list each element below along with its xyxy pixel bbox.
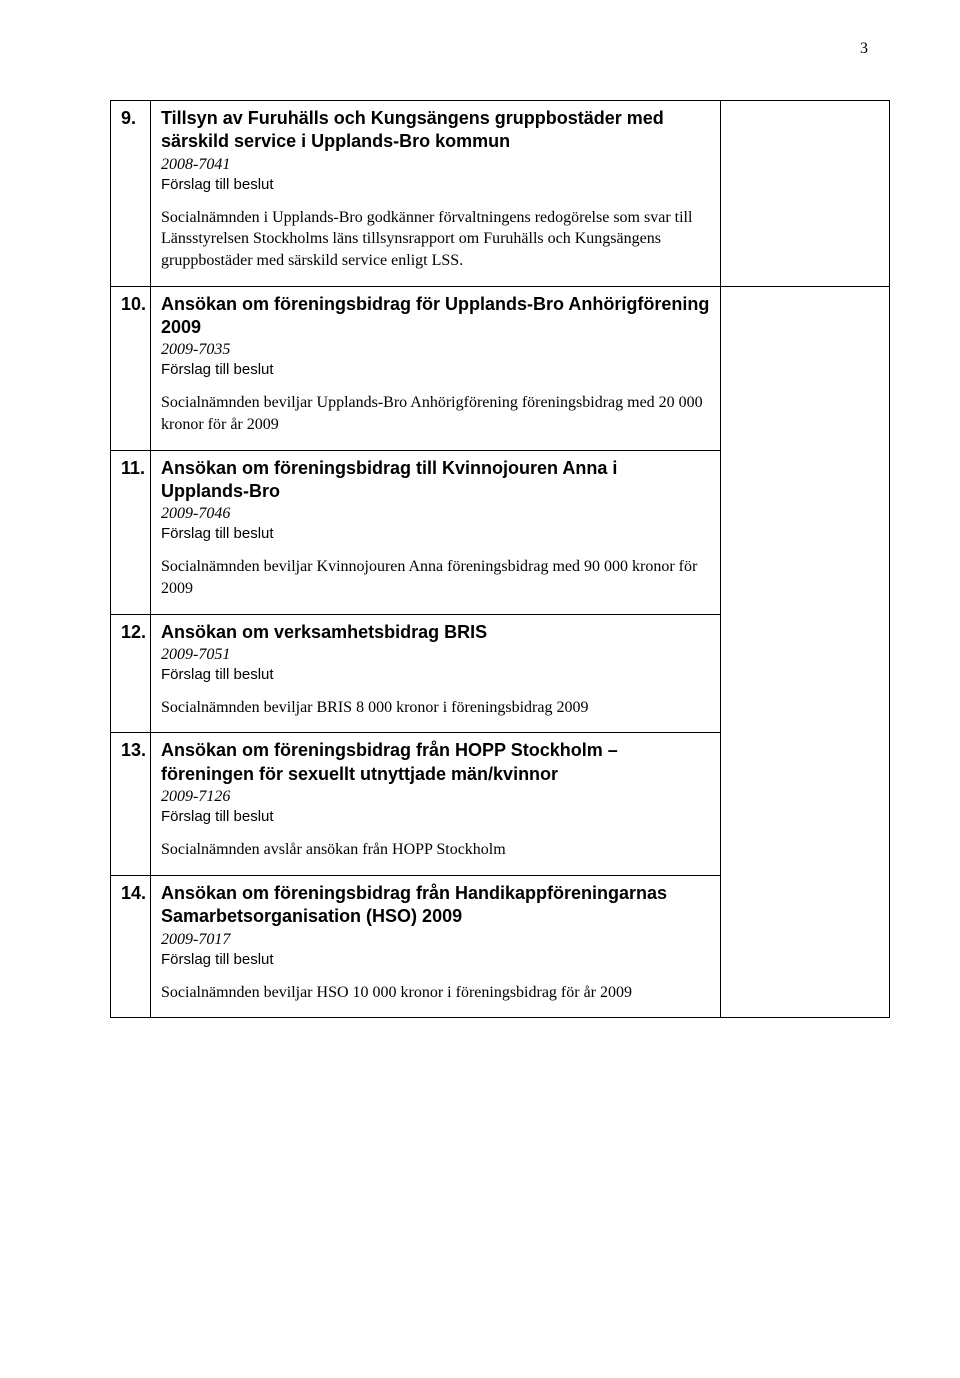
item-dnr: 2009-7126 bbox=[161, 788, 710, 806]
page-number: 3 bbox=[860, 40, 868, 58]
item-dnr: 2009-7035 bbox=[161, 341, 710, 359]
item-body: Socialnämnden beviljar BRIS 8 000 kronor… bbox=[161, 697, 710, 719]
item-dnr: 2008-7041 bbox=[161, 156, 710, 174]
item-body: Socialnämnden beviljar Upplands-Bro Anhö… bbox=[161, 392, 710, 435]
item-dnr: 2009-7046 bbox=[161, 505, 710, 523]
item-body: Socialnämnden beviljar Kvinnojouren Anna… bbox=[161, 556, 710, 599]
item-heading: Tillsyn av Furuhälls och Kungsängens gru… bbox=[161, 107, 710, 154]
item-number: 11. bbox=[121, 458, 145, 478]
item-heading: Ansökan om föreningsbidrag för Upplands-… bbox=[161, 293, 710, 340]
item-number: 14. bbox=[121, 883, 146, 903]
item-body: Socialnämnden avslår ansökan från HOPP S… bbox=[161, 839, 710, 861]
item-number: 10. bbox=[121, 294, 146, 314]
empty-cell bbox=[721, 101, 890, 287]
forslag-label: Förslag till beslut bbox=[161, 666, 710, 683]
item-dnr: 2009-7017 bbox=[161, 931, 710, 949]
item-number: 12. bbox=[121, 622, 146, 642]
item-number: 13. bbox=[121, 740, 146, 760]
forslag-label: Förslag till beslut bbox=[161, 951, 710, 968]
forslag-label: Förslag till beslut bbox=[161, 361, 710, 378]
item-number: 9. bbox=[121, 108, 136, 128]
item-heading: Ansökan om föreningsbidrag från Handikap… bbox=[161, 882, 710, 929]
forslag-label: Förslag till beslut bbox=[161, 176, 710, 193]
table-row: 9. Tillsyn av Furuhälls och Kungsängens … bbox=[111, 101, 890, 287]
agenda-table: 9. Tillsyn av Furuhälls och Kungsängens … bbox=[110, 100, 890, 1018]
table-row: 10. Ansökan om föreningsbidrag för Uppla… bbox=[111, 286, 890, 450]
empty-cell bbox=[721, 286, 890, 1018]
item-body: Socialnämnden i Upplands-Bro godkänner f… bbox=[161, 207, 710, 272]
page: 3 9. Tillsyn av Furuhälls och Kungsängen… bbox=[0, 0, 960, 1378]
item-heading: Ansökan om verksamhetsbidrag BRIS bbox=[161, 621, 710, 644]
item-body: Socialnämnden beviljar HSO 10 000 kronor… bbox=[161, 982, 710, 1004]
forslag-label: Förslag till beslut bbox=[161, 808, 710, 825]
item-heading: Ansökan om föreningsbidrag från HOPP Sto… bbox=[161, 739, 710, 786]
forslag-label: Förslag till beslut bbox=[161, 525, 710, 542]
item-dnr: 2009-7051 bbox=[161, 646, 710, 664]
item-heading: Ansökan om föreningsbidrag till Kvinnojo… bbox=[161, 457, 710, 504]
